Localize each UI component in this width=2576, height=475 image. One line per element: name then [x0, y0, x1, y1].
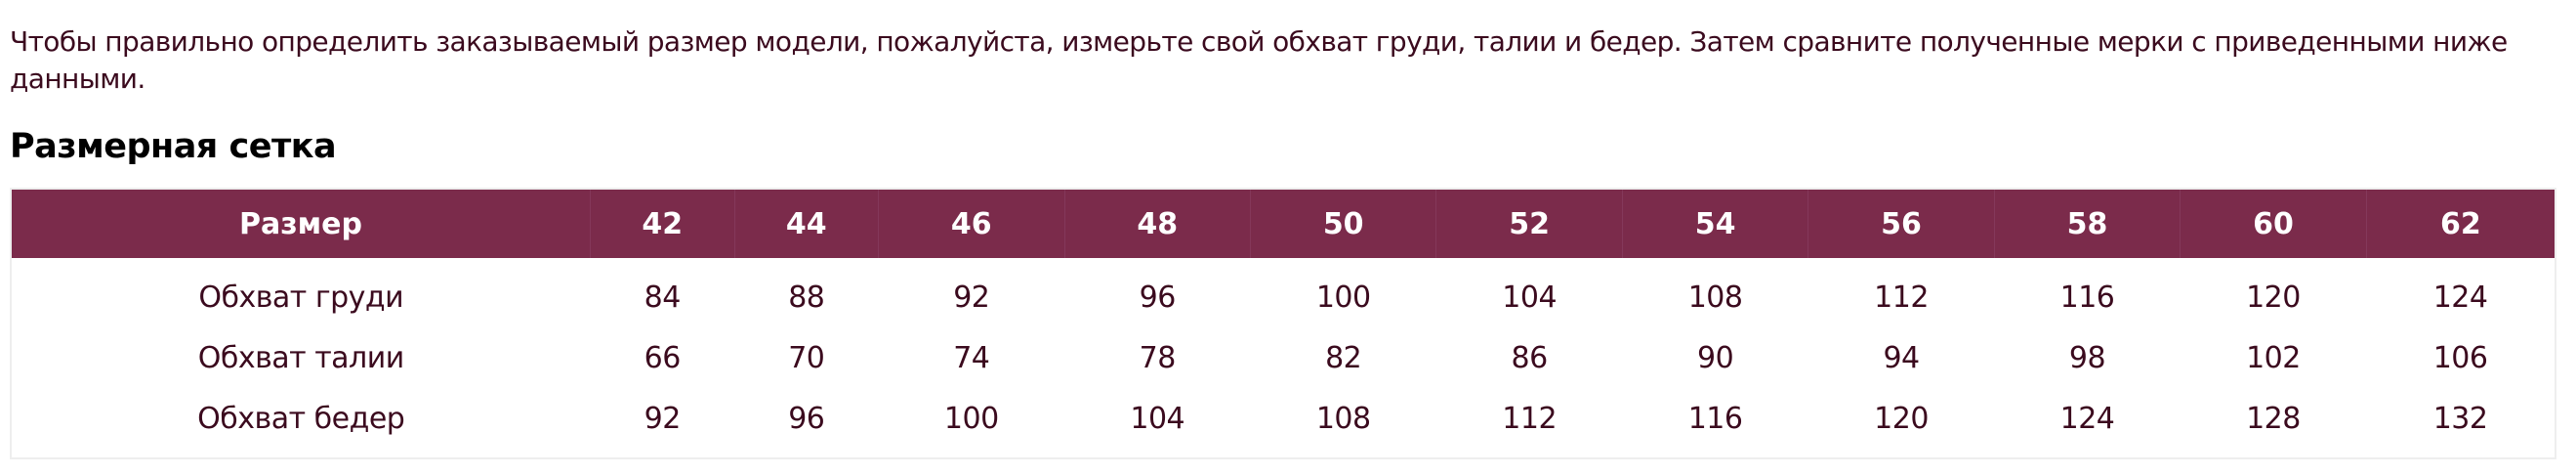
table-cell: 104 [1502, 280, 1558, 315]
table-cell: 78 [1139, 340, 1177, 375]
header-size-56: 56 [1807, 189, 1995, 258]
intro-text: Чтобы правильно определить заказываемый … [10, 25, 2508, 95]
row-label: Обхват талии [197, 340, 404, 375]
table-cell: 86 [1511, 340, 1549, 375]
table-cell: 96 [1139, 280, 1177, 315]
table-cell: 98 [2068, 340, 2106, 375]
table-row: Обхват бедер 92 96 100 104 108 112 116 120 124 128… [11, 388, 2555, 458]
table-cell: 92 [953, 280, 990, 315]
table-cell: 104 [1130, 401, 1185, 436]
table-cell: 94 [1883, 340, 1920, 375]
header-size-60: 60 [2180, 189, 2367, 258]
table-cell: 88 [788, 280, 825, 315]
table-header-row: Размер 42 44 46 48 50 52 54 56 58 60 62 [11, 189, 2555, 258]
header-size-46: 46 [878, 189, 1065, 258]
table-cell: 120 [1874, 401, 1929, 436]
table-row: Обхват талии 66 70 74 78 82 86 90 94 98 102 106 [11, 327, 2555, 388]
table-cell: 124 [2432, 280, 2488, 315]
table-cell: 116 [1687, 401, 1743, 436]
table-cell: 124 [2059, 401, 2115, 436]
header-size-50: 50 [1250, 189, 1437, 258]
row-label: Обхват груди [198, 280, 404, 315]
table-cell: 84 [644, 280, 682, 315]
table-cell: 102 [2246, 340, 2301, 375]
header-size-58: 58 [1994, 189, 2181, 258]
table-cell: 120 [2246, 280, 2301, 315]
table-cell: 106 [2432, 340, 2488, 375]
table-cell: 112 [1502, 401, 1558, 436]
table-cell: 92 [644, 401, 682, 436]
table-cell: 90 [1697, 340, 1734, 375]
table-cell: 70 [788, 340, 825, 375]
header-size-44: 44 [734, 189, 880, 258]
header-size-54: 54 [1622, 189, 1809, 258]
table-cell: 82 [1325, 340, 1362, 375]
size-chart-heading: Размерная сетка [10, 127, 337, 166]
header-size-62: 62 [2439, 206, 2481, 241]
table-cell: 100 [1315, 280, 1371, 315]
table-cell: 66 [644, 340, 682, 375]
header-size-52: 52 [1435, 189, 1623, 258]
size-chart-table: Размер 42 44 46 48 50 52 54 56 58 60 62 Обхват груд… [10, 188, 2556, 459]
table-cell: 108 [1687, 280, 1743, 315]
table-cell: 108 [1315, 401, 1371, 436]
table-cell: 100 [943, 401, 999, 436]
table-cell: 112 [1874, 280, 1929, 315]
table-row: Обхват груди 84 88 92 96 100 104 108 112 116 120 12… [11, 258, 2555, 327]
table-cell: 116 [2059, 280, 2115, 315]
header-size-42: 42 [590, 189, 735, 258]
table-cell: 128 [2246, 401, 2301, 436]
row-label: Обхват бедер [197, 401, 405, 436]
header-size-48: 48 [1064, 189, 1251, 258]
table-cell: 74 [953, 340, 990, 375]
table-cell: 132 [2432, 401, 2488, 436]
header-size-label: Размер [11, 189, 591, 258]
table-cell: 96 [788, 401, 825, 436]
